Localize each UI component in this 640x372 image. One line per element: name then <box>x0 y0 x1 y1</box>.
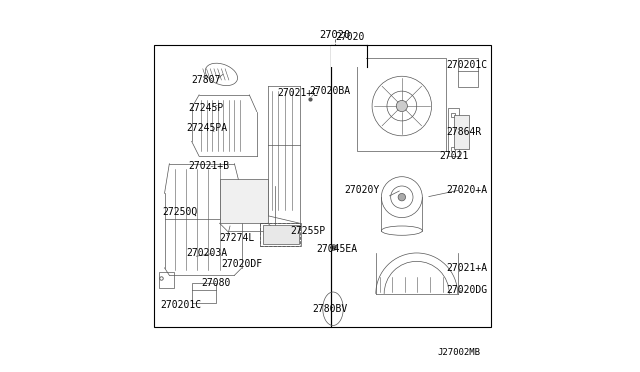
Text: 27020BA: 27020BA <box>309 86 350 96</box>
Text: 27021+C: 27021+C <box>277 88 318 98</box>
Text: 27020DG: 27020DG <box>447 285 488 295</box>
Bar <box>357 58 447 151</box>
Text: 27020: 27020 <box>319 31 351 40</box>
Text: 27250Q: 27250Q <box>162 207 197 217</box>
Text: 27021+A: 27021+A <box>447 263 488 273</box>
Bar <box>449 108 460 156</box>
Text: J27002MB: J27002MB <box>437 348 480 357</box>
Bar <box>260 223 301 246</box>
Bar <box>220 179 268 223</box>
Text: 27021: 27021 <box>439 151 468 161</box>
Text: 270203A: 270203A <box>186 248 227 258</box>
Text: 27020Y: 27020Y <box>344 185 380 195</box>
Bar <box>458 58 478 87</box>
Text: 27021+B: 27021+B <box>188 161 229 170</box>
Text: 27045EA: 27045EA <box>316 244 357 254</box>
Text: 270201C: 270201C <box>447 60 488 70</box>
Bar <box>159 272 174 288</box>
Bar <box>331 45 491 327</box>
Text: 27080: 27080 <box>201 278 230 288</box>
Ellipse shape <box>396 100 408 112</box>
Bar <box>331 45 367 67</box>
Bar <box>262 225 299 244</box>
Text: 27020DF: 27020DF <box>221 259 262 269</box>
Text: 27245PA: 27245PA <box>186 124 227 133</box>
Text: 27807: 27807 <box>191 75 221 85</box>
Bar <box>154 45 331 327</box>
Text: 27255P: 27255P <box>291 226 326 235</box>
Text: 27864R: 27864R <box>447 127 482 137</box>
Text: 27245P: 27245P <box>188 103 223 113</box>
Text: 27020+A: 27020+A <box>447 185 488 195</box>
Bar <box>454 115 468 149</box>
Text: 270201C: 270201C <box>161 300 202 310</box>
Text: 27020: 27020 <box>335 32 364 42</box>
Text: 2780BV: 2780BV <box>312 304 348 314</box>
Text: 27274L: 27274L <box>220 233 255 243</box>
Bar <box>191 283 216 303</box>
Ellipse shape <box>398 193 406 201</box>
